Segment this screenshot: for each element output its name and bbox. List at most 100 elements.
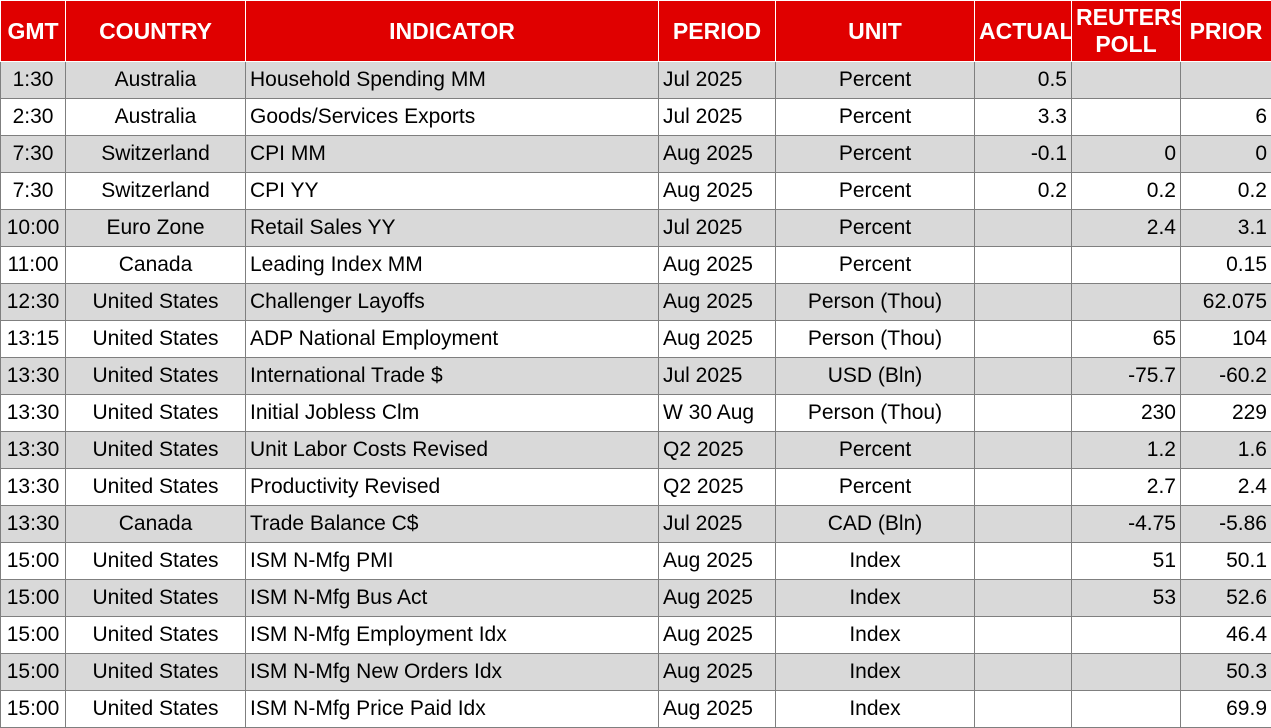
- cell-prior: 50.3: [1180, 653, 1271, 691]
- cell-reuters-poll: 230: [1071, 394, 1181, 432]
- table-row: 13:30 United States Productivity Revised Q2…: [0, 468, 1271, 506]
- cell-reuters-poll: [1071, 98, 1181, 136]
- cell-actual: [974, 320, 1072, 358]
- cell-indicator: Retail Sales YY: [245, 209, 659, 247]
- cell-actual: 3.3: [974, 98, 1072, 136]
- cell-unit: Percent: [775, 246, 975, 284]
- cell-gmt: 7:30: [0, 172, 66, 210]
- cell-unit: Index: [775, 616, 975, 654]
- cell-prior: 46.4: [1180, 616, 1271, 654]
- cell-unit: Percent: [775, 135, 975, 173]
- cell-reuters-poll: 1.2: [1071, 431, 1181, 469]
- table-row: 15:00 United States ISM N-Mfg Bus Act Aug 2…: [0, 579, 1271, 617]
- table-row: 15:00 United States ISM N-Mfg PMI Aug 2025 I…: [0, 542, 1271, 580]
- cell-prior: 62.075: [1180, 283, 1271, 321]
- table-row: 13:30 Canada Trade Balance C$ Jul 2025 CAD (…: [0, 505, 1271, 543]
- cell-period: Aug 2025: [658, 283, 776, 321]
- cell-reuters-poll: 65: [1071, 320, 1181, 358]
- cell-prior: 0.15: [1180, 246, 1271, 284]
- header-row: GMT COUNTRY INDICATOR PERIOD UNIT ACTUAL…: [0, 0, 1271, 62]
- cell-gmt: 12:30: [0, 283, 66, 321]
- cell-country: Australia: [65, 98, 246, 136]
- cell-prior: -60.2: [1180, 357, 1271, 395]
- cell-period: Jul 2025: [658, 505, 776, 543]
- cell-reuters-poll: [1071, 616, 1181, 654]
- cell-gmt: 13:15: [0, 320, 66, 358]
- cell-gmt: 11:00: [0, 246, 66, 284]
- header-reuters-poll: REUTERS POLL: [1071, 0, 1181, 62]
- cell-prior: 2.4: [1180, 468, 1271, 506]
- cell-period: Aug 2025: [658, 653, 776, 691]
- table-row: 13:30 United States International Trade $ J…: [0, 357, 1271, 395]
- cell-actual: [974, 209, 1072, 247]
- cell-prior: 0: [1180, 135, 1271, 173]
- table-row: 2:30 Australia Goods/Services Exports Jul 2…: [0, 98, 1271, 136]
- table-row: 15:00 United States ISM N-Mfg Employment I…: [0, 616, 1271, 654]
- cell-unit: Percent: [775, 209, 975, 247]
- table-row: 13:15 United States ADP National Employmen…: [0, 320, 1271, 358]
- header-gmt: GMT: [0, 0, 66, 62]
- cell-reuters-poll: [1071, 653, 1181, 691]
- cell-indicator: Leading Index MM: [245, 246, 659, 284]
- cell-period: Aug 2025: [658, 579, 776, 617]
- cell-country: United States: [65, 616, 246, 654]
- cell-actual: [974, 616, 1072, 654]
- cell-period: Aug 2025: [658, 135, 776, 173]
- cell-gmt: 13:30: [0, 394, 66, 432]
- cell-period: Q2 2025: [658, 468, 776, 506]
- cell-country: Switzerland: [65, 172, 246, 210]
- cell-unit: Index: [775, 579, 975, 617]
- cell-indicator: ADP National Employment: [245, 320, 659, 358]
- cell-prior: 1.6: [1180, 431, 1271, 469]
- cell-reuters-poll: 53: [1071, 579, 1181, 617]
- cell-period: Jul 2025: [658, 357, 776, 395]
- cell-period: Aug 2025: [658, 690, 776, 728]
- cell-country: United States: [65, 283, 246, 321]
- cell-country: United States: [65, 579, 246, 617]
- cell-gmt: 13:30: [0, 505, 66, 543]
- cell-reuters-poll: 2.4: [1071, 209, 1181, 247]
- header-unit: UNIT: [775, 0, 975, 62]
- cell-period: Aug 2025: [658, 320, 776, 358]
- cell-prior: -5.86: [1180, 505, 1271, 543]
- cell-period: W 30 Aug: [658, 394, 776, 432]
- cell-unit: Index: [775, 653, 975, 691]
- cell-unit: Percent: [775, 98, 975, 136]
- cell-unit: Person (Thou): [775, 320, 975, 358]
- cell-reuters-poll: -4.75: [1071, 505, 1181, 543]
- cell-gmt: 2:30: [0, 98, 66, 136]
- cell-unit: Person (Thou): [775, 283, 975, 321]
- cell-reuters-poll: 2.7: [1071, 468, 1181, 506]
- cell-reuters-poll: 51: [1071, 542, 1181, 580]
- table-row: 15:00 United States ISM N-Mfg Price Paid I…: [0, 690, 1271, 728]
- cell-reuters-poll: -75.7: [1071, 357, 1181, 395]
- header-country: COUNTRY: [65, 0, 246, 62]
- cell-unit: Percent: [775, 468, 975, 506]
- cell-indicator: Trade Balance C$: [245, 505, 659, 543]
- cell-gmt: 7:30: [0, 135, 66, 173]
- table-row: 10:00 Euro Zone Retail Sales YY Jul 2025 Per…: [0, 209, 1271, 247]
- cell-reuters-poll: [1071, 61, 1181, 99]
- cell-prior: 69.9: [1180, 690, 1271, 728]
- table-row: 15:00 United States ISM N-Mfg New Orders I…: [0, 653, 1271, 691]
- cell-indicator: ISM N-Mfg PMI: [245, 542, 659, 580]
- cell-period: Aug 2025: [658, 246, 776, 284]
- cell-prior: 52.6: [1180, 579, 1271, 617]
- cell-unit: Percent: [775, 172, 975, 210]
- table-row: 12:30 United States Challenger Layoffs Aug …: [0, 283, 1271, 321]
- cell-actual: [974, 283, 1072, 321]
- cell-reuters-poll: 0.2: [1071, 172, 1181, 210]
- cell-period: Jul 2025: [658, 98, 776, 136]
- cell-gmt: 10:00: [0, 209, 66, 247]
- table-row: 7:30 Switzerland CPI MM Aug 2025 Percent -0.1…: [0, 135, 1271, 173]
- cell-indicator: CPI YY: [245, 172, 659, 210]
- cell-indicator: Initial Jobless Clm: [245, 394, 659, 432]
- cell-country: United States: [65, 431, 246, 469]
- cell-gmt: 15:00: [0, 579, 66, 617]
- cell-unit: Person (Thou): [775, 394, 975, 432]
- cell-prior: [1180, 61, 1271, 99]
- cell-unit: Index: [775, 542, 975, 580]
- cell-period: Aug 2025: [658, 542, 776, 580]
- cell-country: United States: [65, 320, 246, 358]
